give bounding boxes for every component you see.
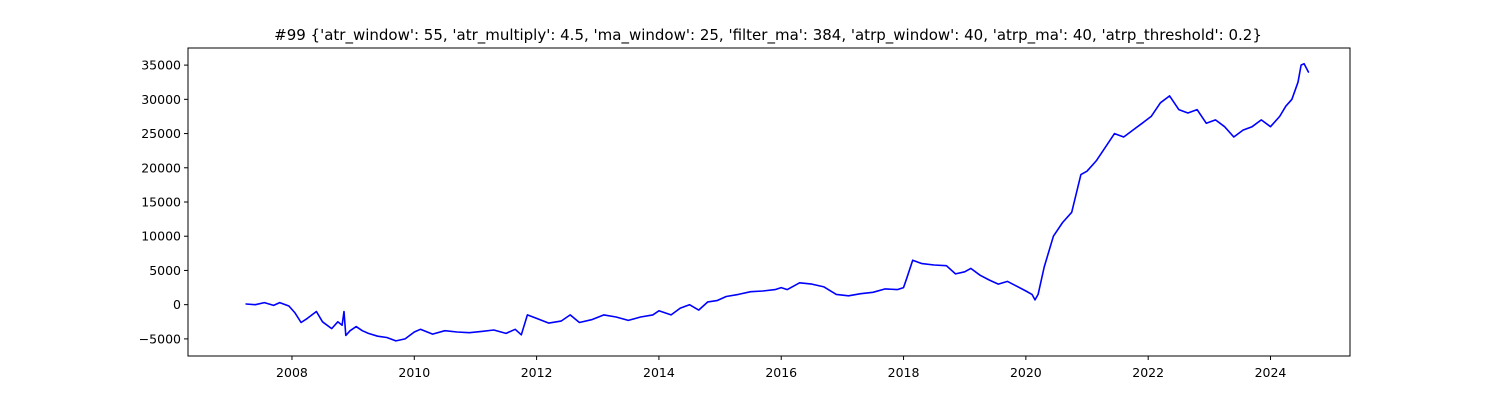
y-tick-label: 30000 [141,92,181,107]
y-tick-label: 25000 [141,126,181,141]
y-tick-label: 20000 [141,160,181,175]
x-tick-label: 2014 [643,365,675,380]
x-tick-label: 2020 [1010,365,1042,380]
y-tick-label: 0 [173,297,181,312]
chart-title: #99 {'atr_window': 55, 'atr_multiply': 4… [274,26,1262,45]
y-tick-label: −5000 [139,331,181,346]
x-tick-label: 2024 [1255,365,1287,380]
x-tick-label: 2008 [276,365,308,380]
y-tick-label: 35000 [141,58,181,73]
y-tick-label: 15000 [141,195,181,210]
x-tick-label: 2016 [765,365,797,380]
axes: 2008 2010 2012 2014 2016 2018 2020 2022 2024 −500… [139,58,1287,380]
y-tick-label: 5000 [149,263,181,278]
series-layer [246,64,1308,341]
x-tick-label: 2022 [1132,365,1164,380]
x-tick-label: 2012 [521,365,553,380]
plot-frame [188,48,1350,356]
series-line-equity [246,64,1308,341]
x-tick-label: 2018 [888,365,920,380]
x-tick-label: 2010 [398,365,430,380]
y-tick-label: 10000 [141,229,181,244]
